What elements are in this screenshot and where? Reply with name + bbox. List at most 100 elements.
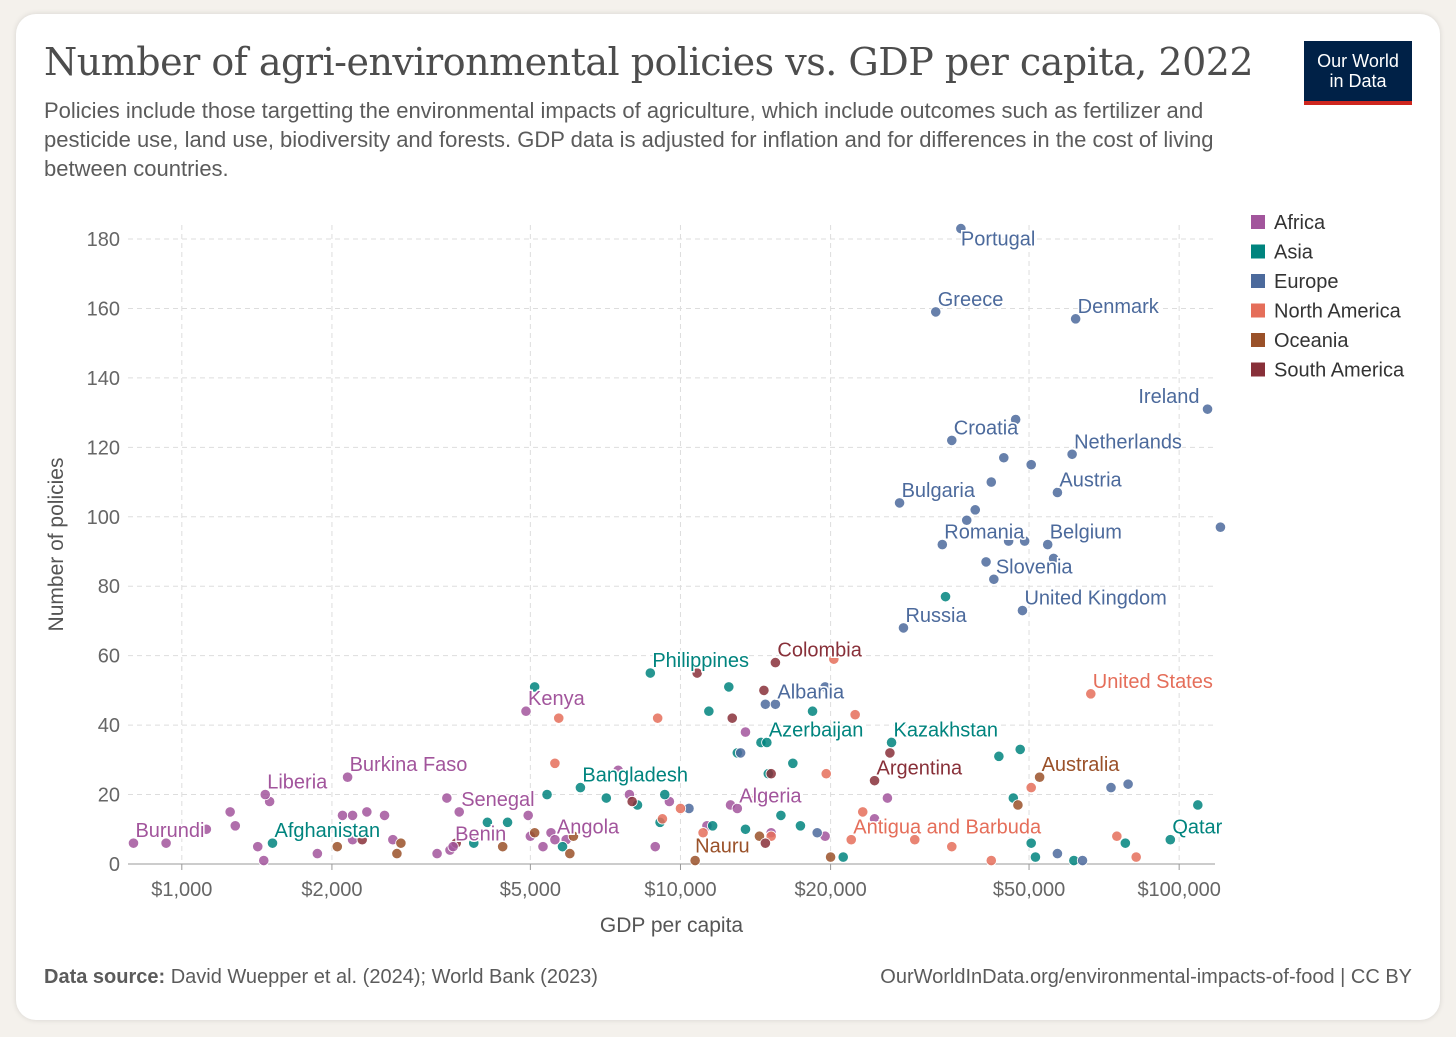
data-point[interactable] [1085,688,1097,700]
data-point[interactable] [1122,778,1134,790]
data-point[interactable] [750,792,763,804]
data-point[interactable] [897,622,910,634]
legend-swatch[interactable] [1251,244,1265,259]
data-point[interactable] [961,514,973,526]
data-point[interactable] [1019,535,1031,547]
data-point[interactable] [1029,851,1042,863]
data-point[interactable] [1111,830,1123,842]
data-point[interactable] [541,788,553,801]
data-point[interactable] [391,847,403,860]
data-point[interactable] [845,834,857,846]
data-point[interactable] [775,809,787,821]
data-point[interactable] [395,837,407,849]
legend-label[interactable]: Africa [1274,212,1326,234]
data-point[interactable] [849,709,861,721]
data-point[interactable] [939,591,952,603]
data-point[interactable] [127,837,140,849]
data-point[interactable] [980,556,992,568]
data-point[interactable] [1010,413,1022,426]
legend-label[interactable]: Oceania [1274,330,1349,352]
data-point[interactable] [723,681,735,693]
data-point[interactable] [761,736,773,749]
data-point[interactable] [497,841,509,853]
data-point[interactable] [993,750,1005,762]
data-point[interactable] [868,775,881,787]
data-point[interactable] [447,841,459,853]
data-point[interactable] [1130,851,1142,863]
data-point[interactable] [656,813,669,825]
data-point[interactable] [553,712,565,724]
data-point[interactable] [229,820,241,832]
data-point[interactable] [1025,782,1037,794]
data-point[interactable] [930,306,942,318]
data-point[interactable] [612,764,624,776]
data-point[interactable] [936,538,948,551]
data-point[interactable] [259,788,271,801]
data-point[interactable] [649,841,661,853]
data-point[interactable] [522,809,534,821]
data-point[interactable] [549,834,561,846]
data-point[interactable] [735,747,747,759]
owid-logo[interactable]: Our World in Data [1304,41,1412,105]
data-point[interactable] [703,705,715,717]
data-point[interactable] [258,854,270,867]
data-point[interactable] [868,813,881,825]
data-point[interactable] [441,792,453,804]
data-point[interactable] [769,657,781,669]
data-point[interactable] [1066,448,1078,460]
data-point[interactable] [529,827,541,839]
data-point[interactable] [1003,535,1015,547]
data-point[interactable] [341,771,354,783]
data-point[interactable] [1025,459,1037,471]
data-point[interactable] [331,841,343,853]
legend-label[interactable]: Asia [1274,242,1314,264]
data-point[interactable] [824,851,837,863]
legend-label[interactable]: Europe [1274,271,1339,293]
data-point[interactable] [564,847,576,860]
data-point[interactable] [689,854,701,867]
data-point[interactable] [758,684,770,696]
data-point[interactable] [1047,552,1060,565]
data-point[interactable] [697,827,709,839]
data-point[interactable] [361,806,373,818]
data-point[interactable] [556,841,569,853]
source-url[interactable]: OurWorldInData.org/environmental-impacts… [880,966,1412,988]
data-point[interactable] [988,573,1000,585]
data-point[interactable] [1214,521,1227,533]
data-point[interactable] [336,809,349,821]
data-point[interactable] [501,816,514,828]
data-point[interactable] [574,782,587,794]
data-point[interactable] [378,809,391,821]
data-point[interactable] [759,698,771,710]
data-point[interactable] [346,809,359,821]
data-point[interactable] [549,757,561,769]
legend-swatch[interactable] [1251,333,1265,347]
data-point[interactable] [644,667,656,679]
data-point[interactable] [266,837,279,849]
data-point[interactable] [600,792,612,804]
data-point[interactable] [1034,771,1046,783]
data-point[interactable] [529,681,541,693]
data-point[interactable] [224,806,236,818]
legend-label[interactable]: South America [1274,360,1405,382]
data-point[interactable] [567,830,580,842]
data-point[interactable] [652,712,664,724]
data-point[interactable] [759,837,771,849]
data-point[interactable] [787,757,799,769]
data-point[interactable] [1016,604,1029,617]
data-point[interactable] [252,841,264,853]
data-point[interactable] [691,667,703,679]
data-point[interactable] [1051,847,1064,860]
data-point[interactable] [819,681,831,693]
data-point[interactable] [765,768,777,780]
data-point[interactable] [1070,313,1082,325]
data-point[interactable] [811,827,823,839]
data-point[interactable] [739,726,752,738]
legend-swatch[interactable] [1251,303,1265,318]
data-point[interactable] [828,653,840,665]
data-point[interactable] [837,851,849,863]
legend-swatch[interactable] [1251,362,1265,377]
data-point[interactable] [311,847,323,860]
data-point[interactable] [1164,834,1176,846]
data-point[interactable] [1076,854,1089,867]
